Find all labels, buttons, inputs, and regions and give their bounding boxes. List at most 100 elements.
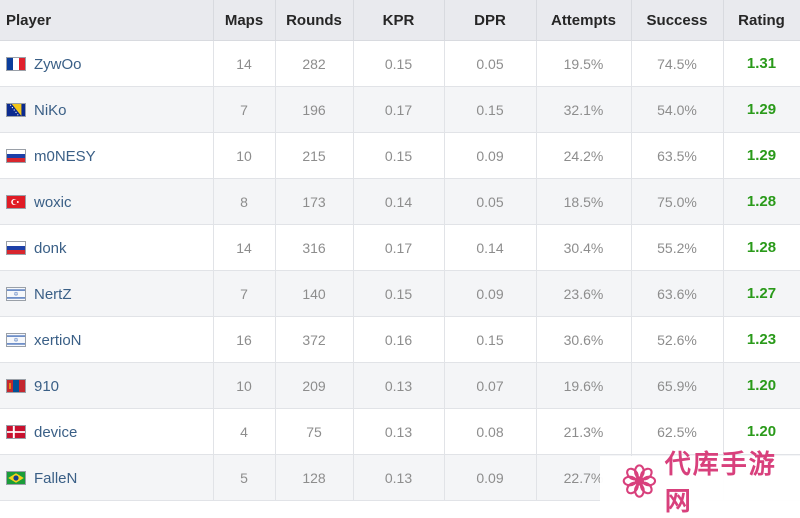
player-cell: NertZ xyxy=(0,270,214,317)
table-row: ZywOo 14 282 0.15 0.05 19.5% 74.5% 1.31 xyxy=(0,40,800,87)
column-header-kpr[interactable]: KPR xyxy=(353,0,445,41)
dpr-cell: 0.09 xyxy=(444,454,537,501)
rounds-cell: 196 xyxy=(275,86,354,133)
maps-cell: 7 xyxy=(213,86,276,133)
watermark-text: 代库手游网 xyxy=(664,449,777,517)
table-row: 910 10 209 0.13 0.07 19.6% 65.9% 1.20 xyxy=(0,362,800,409)
player-name-link[interactable]: woxic xyxy=(34,193,72,211)
player-cell: NiKo xyxy=(0,86,214,133)
rating-cell: 1.20 xyxy=(723,362,800,409)
player-stats-table: Player Maps Rounds KPR DPR Attempts Succ… xyxy=(0,0,800,501)
rating-cell: 1.28 xyxy=(723,224,800,271)
attempts-cell: 18.5% xyxy=(536,178,632,225)
player-cell: woxic xyxy=(0,178,214,225)
table-row: woxic 8 173 0.14 0.05 18.5% 75.0% 1.28 xyxy=(0,178,800,225)
russia-flag-icon xyxy=(6,148,26,163)
attempts-cell: 23.6% xyxy=(536,270,632,317)
table-row: donk 14 316 0.17 0.14 30.4% 55.2% 1.28 xyxy=(0,224,800,271)
column-header-attempts[interactable]: Attempts xyxy=(536,0,632,41)
maps-cell: 16 xyxy=(213,316,276,363)
player-name-link[interactable]: ZywOo xyxy=(34,55,82,73)
maps-cell: 10 xyxy=(213,132,276,179)
turkey-flag-icon xyxy=(6,194,26,209)
russia-flag-icon xyxy=(6,240,26,255)
dpr-cell: 0.14 xyxy=(444,224,537,271)
table-header-row: Player Maps Rounds KPR DPR Attempts Succ… xyxy=(0,0,800,41)
france-flag-icon xyxy=(6,56,26,71)
kpr-cell: 0.16 xyxy=(353,316,445,363)
attempts-cell: 19.5% xyxy=(536,40,632,87)
denmark-flag-icon xyxy=(6,424,26,439)
rounds-cell: 316 xyxy=(275,224,354,271)
mongolia-flag-icon xyxy=(6,378,26,393)
player-name-link[interactable]: FalleN xyxy=(34,469,78,487)
rounds-cell: 215 xyxy=(275,132,354,179)
israel-flag-icon xyxy=(6,332,26,347)
rounds-cell: 372 xyxy=(275,316,354,363)
rating-cell: 1.31 xyxy=(723,40,800,87)
dpr-cell: 0.07 xyxy=(444,362,537,409)
attempts-cell: 24.2% xyxy=(536,132,632,179)
dpr-cell: 0.09 xyxy=(444,270,537,317)
player-cell: device xyxy=(0,408,214,455)
player-name-link[interactable]: NiKo xyxy=(34,101,67,119)
bosnia-flag-icon xyxy=(6,102,26,117)
kpr-cell: 0.15 xyxy=(353,132,445,179)
dpr-cell: 0.15 xyxy=(444,86,537,133)
rounds-cell: 282 xyxy=(275,40,354,87)
maps-cell: 4 xyxy=(213,408,276,455)
rounds-cell: 209 xyxy=(275,362,354,409)
player-name-link[interactable]: donk xyxy=(34,239,67,257)
dpr-cell: 0.05 xyxy=(444,40,537,87)
column-header-rounds[interactable]: Rounds xyxy=(275,0,354,41)
attempts-cell: 30.6% xyxy=(536,316,632,363)
kpr-cell: 0.13 xyxy=(353,454,445,501)
column-header-player[interactable]: Player xyxy=(0,0,214,41)
kpr-cell: 0.17 xyxy=(353,86,445,133)
maps-cell: 8 xyxy=(213,178,276,225)
player-name-link[interactable]: xertioN xyxy=(34,331,82,349)
kpr-cell: 0.13 xyxy=(353,408,445,455)
player-name-link[interactable]: NertZ xyxy=(34,285,72,303)
column-header-rating[interactable]: Rating xyxy=(723,0,800,41)
player-cell: xertioN xyxy=(0,316,214,363)
player-name-link[interactable]: 910 xyxy=(34,377,60,395)
rating-cell: 1.20 xyxy=(723,408,800,455)
dpr-cell: 0.08 xyxy=(444,408,537,455)
rating-cell: 1.28 xyxy=(723,178,800,225)
table-row: NertZ 7 140 0.15 0.09 23.6% 63.6% 1.27 xyxy=(0,270,800,317)
success-cell: 74.5% xyxy=(631,40,724,87)
success-cell: 63.6% xyxy=(631,270,724,317)
kpr-cell: 0.14 xyxy=(353,178,445,225)
israel-flag-icon xyxy=(6,286,26,301)
rating-cell: 1.29 xyxy=(723,86,800,133)
maps-cell: 14 xyxy=(213,40,276,87)
attempts-cell: 32.1% xyxy=(536,86,632,133)
kpr-cell: 0.15 xyxy=(353,40,445,87)
kpr-cell: 0.15 xyxy=(353,270,445,317)
rating-cell: 1.23 xyxy=(723,316,800,363)
rounds-cell: 140 xyxy=(275,270,354,317)
player-cell: m0NESY xyxy=(0,132,214,179)
player-name-link[interactable]: m0NESY xyxy=(34,147,96,165)
column-header-maps[interactable]: Maps xyxy=(213,0,276,41)
player-name-link[interactable]: device xyxy=(34,423,78,441)
maps-cell: 5 xyxy=(213,454,276,501)
success-cell: 54.0% xyxy=(631,86,724,133)
column-header-success[interactable]: Success xyxy=(631,0,724,41)
success-cell: 63.5% xyxy=(631,132,724,179)
kpr-cell: 0.17 xyxy=(353,224,445,271)
table-row: NiKo 7 196 0.17 0.15 32.1% 54.0% 1.29 xyxy=(0,86,800,133)
dpr-cell: 0.09 xyxy=(444,132,537,179)
flower-logo-icon xyxy=(622,463,657,498)
column-header-dpr[interactable]: DPR xyxy=(444,0,537,41)
success-cell: 52.6% xyxy=(631,316,724,363)
attempts-cell: 21.3% xyxy=(536,408,632,455)
player-cell: ZywOo xyxy=(0,40,214,87)
kpr-cell: 0.13 xyxy=(353,362,445,409)
table-row: m0NESY 10 215 0.15 0.09 24.2% 63.5% 1.29 xyxy=(0,132,800,179)
maps-cell: 14 xyxy=(213,224,276,271)
brazil-flag-icon xyxy=(6,470,26,485)
player-cell: donk xyxy=(0,224,214,271)
player-cell: 910 xyxy=(0,362,214,409)
